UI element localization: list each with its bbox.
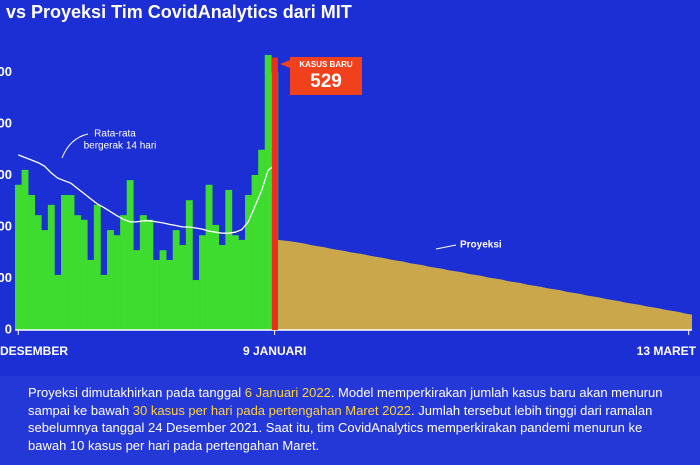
- bar: [264, 54, 272, 331]
- bar: [113, 235, 121, 330]
- annotation: Rata-rata: [94, 129, 136, 140]
- bar: [47, 204, 55, 330]
- caption-text: . Jumlah tersebut lebih tinggi dari rama…: [28, 402, 653, 453]
- bar: [218, 245, 226, 330]
- y-tick-label: 400: [0, 115, 12, 130]
- caption-text: Proyeksi dimutakhirkan pada tanggal: [28, 385, 245, 400]
- bar: [93, 204, 101, 330]
- bar: [192, 280, 200, 330]
- bar: [21, 169, 29, 330]
- bar: [100, 274, 108, 330]
- annotation: bergerak 14 hari: [84, 141, 157, 152]
- y-tick-label: 200: [0, 218, 12, 233]
- bar: [205, 184, 213, 330]
- y-tick-label: 100: [0, 270, 12, 285]
- annotation: Proyeksi: [460, 240, 502, 251]
- bar: [146, 219, 154, 330]
- bar: [87, 259, 95, 330]
- bar: [28, 195, 36, 330]
- bar: [185, 200, 193, 330]
- annotation-arrow: [435, 244, 457, 250]
- caption-text: 30 kasus per hari pada pertengahan Maret…: [132, 402, 412, 418]
- new-cases-value: 529: [310, 71, 342, 92]
- bar: [15, 184, 22, 330]
- bar: [212, 224, 220, 330]
- new-cases-box: [290, 57, 362, 95]
- caption: Proyeksi dimutakhirkan pada tanggal 6 Ja…: [0, 376, 700, 465]
- bar: [126, 180, 134, 330]
- bar: [133, 250, 141, 330]
- bar: [61, 195, 68, 330]
- bar: [139, 215, 147, 330]
- new-cases-bar: [271, 57, 278, 330]
- projection-area: [277, 239, 692, 330]
- moving-average-line: [18, 154, 276, 234]
- x-tick-label: 9 JANUARI: [243, 344, 306, 358]
- chart-title: vs Proyeksi Tim CovidAnalytics dari MIT: [6, 2, 352, 22]
- x-tick-label: DESEMBER: [0, 344, 68, 358]
- caption-text: . Model memperkirakan jumlah kasus baru …: [28, 385, 663, 418]
- annotation-arrow: [61, 133, 89, 159]
- bar: [107, 230, 114, 330]
- x-tick-label: 13 MARET: [637, 344, 697, 358]
- bar: [179, 245, 187, 330]
- bar: [41, 230, 49, 330]
- bar: [34, 215, 42, 330]
- bar: [258, 149, 266, 330]
- bar: [172, 230, 180, 330]
- bar: [153, 259, 160, 330]
- new-cases-pointer: [280, 60, 290, 68]
- bar: [251, 174, 259, 330]
- y-tick-label: 300: [0, 167, 12, 182]
- y-tick-label: 0: [5, 321, 12, 336]
- bar: [225, 189, 233, 330]
- bar: [245, 195, 252, 330]
- new-cases-label: KASUS BARU: [299, 60, 353, 69]
- bar: [199, 235, 206, 330]
- bar: [238, 239, 246, 330]
- bar: [80, 219, 88, 330]
- bar: [166, 259, 174, 330]
- bar: [120, 215, 128, 330]
- bar: [159, 250, 167, 330]
- bar: [74, 215, 82, 330]
- bar: [67, 195, 75, 330]
- caption-text: 6 Januari 2022: [244, 385, 331, 400]
- bar: [54, 274, 62, 330]
- bar: [231, 235, 239, 330]
- y-tick-label: 500: [0, 64, 12, 79]
- chart: vs Proyeksi Tim CovidAnalytics dari MIT …: [0, 2, 697, 358]
